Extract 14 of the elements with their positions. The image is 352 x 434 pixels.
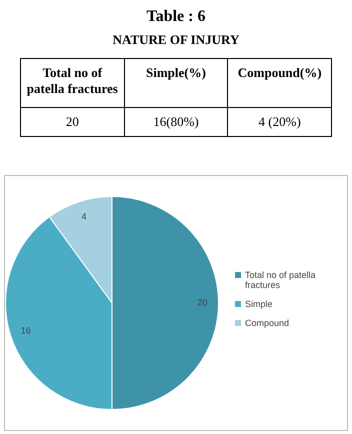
data-label: 4	[82, 211, 87, 222]
data-label: 16	[20, 325, 31, 336]
data-label: 20	[198, 297, 208, 308]
legend-label: Simple	[245, 298, 273, 308]
text: 4 (20%)	[228, 108, 332, 136]
text: 20	[20, 108, 124, 136]
legend-label: Total no of patella fractures	[245, 270, 317, 290]
text: Total no of patella fractures	[20, 58, 124, 108]
legend-label: Compound	[245, 318, 290, 328]
text: Simple(%)	[124, 58, 228, 108]
text: Compound(%)	[228, 58, 332, 108]
text: NATURE OF INJURY	[112, 32, 240, 48]
text: Table : 6	[146, 8, 206, 26]
text: 16(80%)	[124, 108, 228, 136]
